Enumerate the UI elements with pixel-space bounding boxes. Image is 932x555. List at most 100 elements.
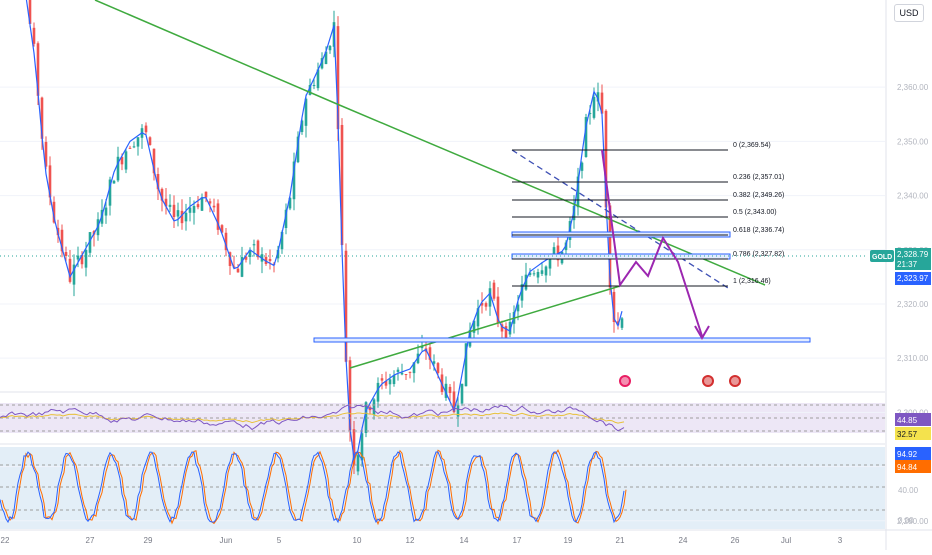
price-axis-tick: 2,360.00 (897, 83, 929, 92)
candle-body (380, 378, 384, 381)
fib-level-label: 0.5 (2,343.00) (733, 209, 777, 216)
candle-body (484, 303, 488, 307)
candle-body (528, 272, 532, 276)
candles (28, 0, 624, 476)
candle-body (240, 257, 244, 277)
last-price-tag (895, 248, 931, 270)
candle-body (592, 96, 596, 118)
candle-body (412, 362, 416, 374)
candle-body (384, 380, 388, 386)
time-axis-label: 21 (616, 536, 625, 545)
candle-body (132, 146, 136, 148)
candle-body (464, 343, 468, 387)
price-axis-tick: 2,350.00 (897, 137, 929, 146)
candle-body (156, 174, 160, 190)
candle-body (420, 346, 424, 349)
price-axis-tick: 2,280.00 (897, 517, 929, 526)
price-axis-tick: 2,310.00 (897, 354, 929, 363)
descending-trendline (94, 0, 338, 105)
time-axis-label: 26 (731, 536, 740, 545)
candle-body (292, 161, 296, 200)
candle-body (536, 271, 540, 278)
stoch-d-tag (895, 460, 931, 473)
candle-body (244, 256, 248, 260)
candle-body (600, 92, 604, 114)
fib-level-label: 0.618 (2,336.74) (733, 227, 784, 234)
candle-body (320, 58, 324, 69)
candle-body (80, 254, 84, 265)
candle-body (212, 205, 216, 208)
candle-body (192, 206, 196, 213)
candle-body (312, 85, 316, 87)
candle-body (548, 257, 552, 269)
candle-body (148, 137, 152, 145)
candle-body (344, 250, 348, 362)
time-axis-label: 3 (838, 536, 843, 545)
currency-button[interactable]: USD (894, 4, 924, 22)
rsi-band (0, 403, 885, 433)
candle-body (356, 455, 360, 472)
candle-body (496, 296, 500, 324)
candle-body (500, 324, 504, 332)
time-axis-label: 10 (353, 536, 362, 545)
time-axis-label: 17 (513, 536, 522, 545)
lightning-icon[interactable] (619, 375, 631, 387)
stoch-k-value: 94.92 (897, 450, 918, 459)
candle-body (120, 156, 124, 165)
fib-level-label: 0.236 (2,357.01) (733, 174, 784, 181)
rsi-value: 44.85 (897, 416, 918, 425)
candle-body (608, 205, 612, 288)
time-axis-label: 24 (679, 536, 688, 545)
candle-body (172, 204, 176, 218)
candle-body (164, 198, 168, 207)
candle-body (620, 318, 624, 328)
rsi-value-tag (895, 413, 931, 426)
candle-body (152, 148, 156, 174)
candle-body (144, 125, 148, 133)
us-flag-icon[interactable] (702, 375, 714, 387)
price-axis-tick: 2,340.00 (897, 192, 929, 201)
ascending-trendline (349, 285, 621, 369)
fib-level-label: 0.786 (2,327.82) (733, 251, 784, 258)
candle-body (480, 302, 484, 306)
candle-body (476, 308, 480, 327)
candle-body (460, 383, 464, 404)
candle-body (116, 156, 120, 181)
candle-body (224, 232, 228, 251)
candle-body (324, 51, 328, 65)
candle-body (124, 151, 128, 170)
candle-body (308, 85, 312, 95)
candle-body (428, 347, 432, 360)
candle-body (376, 382, 380, 402)
lightning-icon-mark (621, 377, 629, 385)
candle-body (432, 361, 436, 364)
candle-body (436, 363, 440, 374)
rsi-line (0, 404, 625, 432)
dashed-channel-line (511, 149, 729, 289)
rsi-ma-tag (895, 427, 931, 440)
candle-body (176, 210, 180, 217)
candle-body (580, 162, 584, 171)
candle-body (40, 97, 44, 139)
candle-body (604, 110, 608, 208)
candle-body (408, 371, 412, 373)
candle-body (596, 92, 600, 102)
time-axis-label: 19 (564, 536, 573, 545)
candle-body (348, 360, 352, 431)
candle-body (72, 264, 76, 285)
candle-body (160, 188, 164, 201)
fib-level-label: 0 (2,369.54) (733, 142, 771, 149)
candle-body (352, 429, 356, 466)
candle-body (448, 386, 452, 394)
us-flag-icon[interactable] (729, 375, 741, 387)
us-flag-icon-mark (704, 377, 712, 385)
rsi-ma-value: 32.57 (897, 430, 918, 439)
candle-body (340, 124, 344, 246)
candle-body (524, 274, 528, 290)
candle-body (400, 372, 404, 375)
candle-body (228, 252, 232, 266)
fib-level-label: 0.382 (2,349.26) (733, 192, 784, 199)
symbol-name: GOLD (872, 254, 892, 261)
